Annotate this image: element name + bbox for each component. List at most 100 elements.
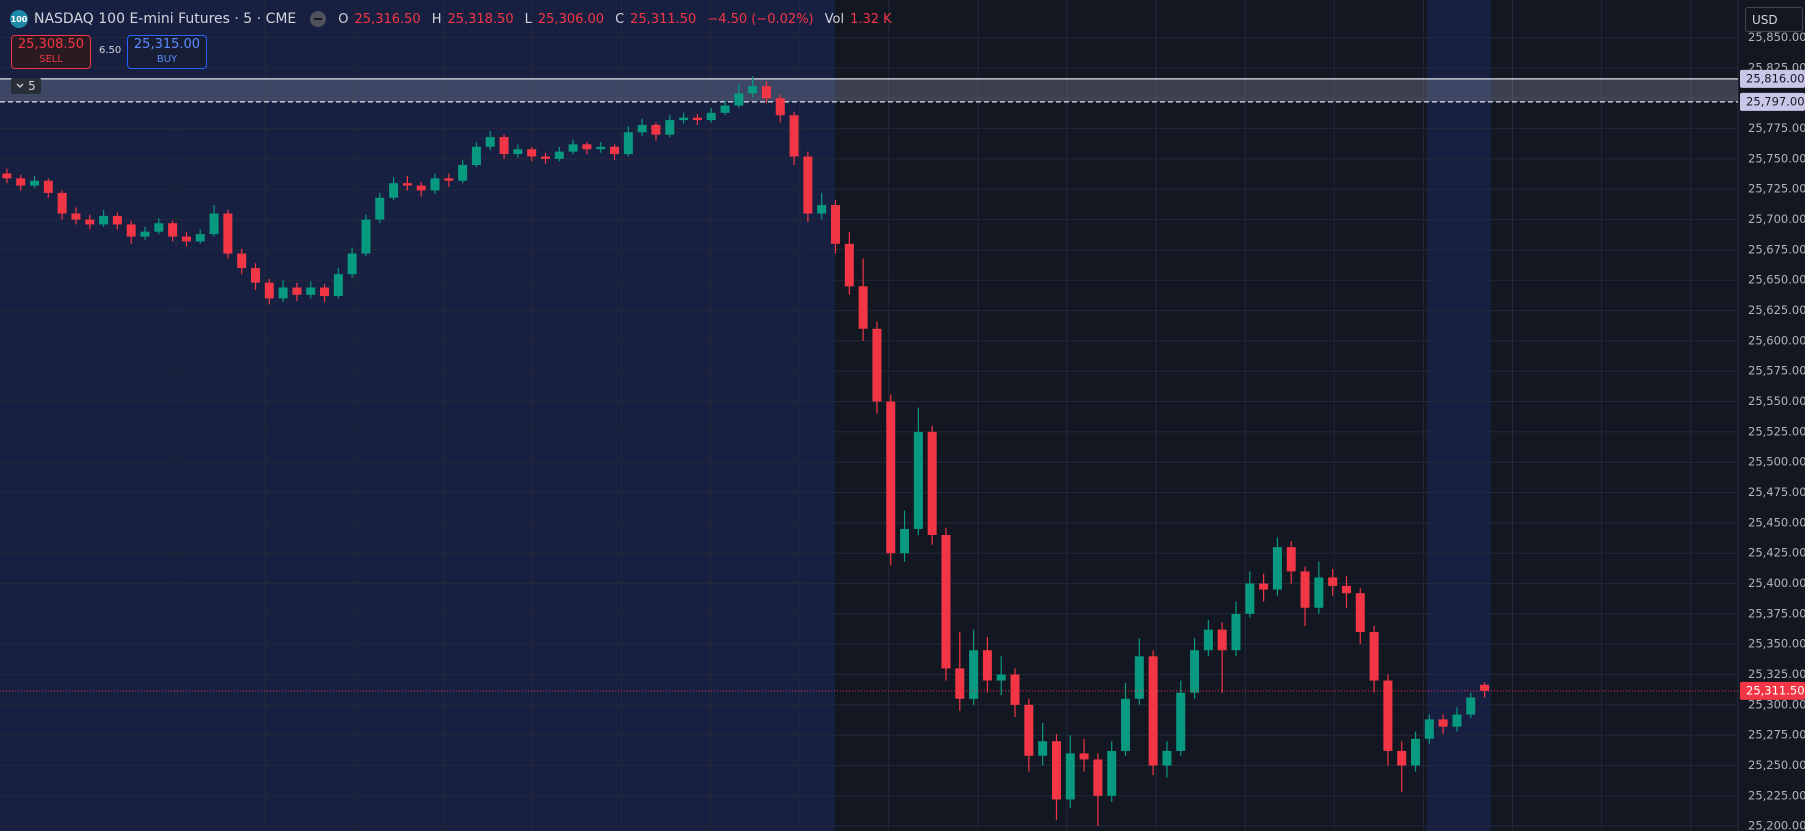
candle-body xyxy=(1314,577,1324,608)
candle-body xyxy=(306,287,316,295)
candle-body xyxy=(154,223,164,232)
chevron xyxy=(16,83,24,88)
candle-body xyxy=(955,668,965,699)
candle-body xyxy=(803,156,813,214)
candle-body xyxy=(1438,719,1448,727)
candle-body xyxy=(471,146,481,165)
candle-body xyxy=(499,137,509,155)
candle-body xyxy=(416,185,426,191)
ohlc-value: 25,306.00 xyxy=(537,11,605,27)
hline-label: 25,797.00 xyxy=(1746,94,1805,108)
collapse-group[interactable]: 5 xyxy=(11,78,41,94)
candle-body xyxy=(444,178,454,181)
candle-body xyxy=(485,137,495,147)
candle-body xyxy=(568,144,578,152)
candle-body xyxy=(1411,738,1421,766)
candle-body xyxy=(665,120,675,135)
candle-body xyxy=(278,287,288,299)
candle-body xyxy=(126,224,136,237)
candle-body xyxy=(30,180,40,186)
candle-body xyxy=(872,328,882,402)
candle-body xyxy=(209,213,219,235)
candle-body xyxy=(540,156,550,159)
y-tick-label: 25,200.00 xyxy=(1748,819,1805,831)
ohlc-value: 25,316.50 xyxy=(354,11,421,27)
candle-body xyxy=(775,98,785,116)
candle-body xyxy=(789,115,799,157)
candle-body xyxy=(1093,759,1103,796)
candle-body xyxy=(706,112,716,121)
y-tick-label: 25,325.00 xyxy=(1748,667,1805,681)
y-tick-label: 25,575.00 xyxy=(1748,364,1805,378)
candle-body xyxy=(1369,632,1379,681)
candle-body xyxy=(2,173,12,179)
candle-body xyxy=(1024,704,1034,756)
candle-body xyxy=(1452,714,1462,727)
candle-body xyxy=(264,282,274,299)
candle-body xyxy=(140,231,150,237)
volume: 1.32 K xyxy=(850,11,892,27)
candle-body xyxy=(16,178,26,186)
candle-body xyxy=(1134,656,1144,699)
candle-body xyxy=(1397,750,1407,766)
candle-body xyxy=(1259,583,1269,590)
y-tick-label: 25,300.00 xyxy=(1748,697,1805,711)
plot xyxy=(0,37,1738,827)
y-tick-label: 25,450.00 xyxy=(1748,515,1805,529)
sell-label: SELL xyxy=(39,54,63,65)
buy-price: 25,315.00 xyxy=(133,37,201,52)
y-tick-label: 25,750.00 xyxy=(1748,151,1805,165)
candle-body xyxy=(375,197,385,220)
candle-body xyxy=(1107,750,1117,796)
candle-body xyxy=(292,287,302,295)
range-band xyxy=(0,78,1738,102)
currency-selector[interactable]: USD xyxy=(1745,7,1803,32)
candle-body xyxy=(320,287,330,297)
candle-body xyxy=(900,528,910,554)
candle-body xyxy=(761,86,771,99)
sell-button[interactable]: 25,308.50 SELL xyxy=(11,35,91,69)
candle-body xyxy=(181,236,191,242)
ohlc-value: 25,318.50 xyxy=(447,11,514,27)
candle-body xyxy=(402,183,412,186)
y-tick-label: 25,525.00 xyxy=(1748,424,1805,438)
y-tick-label: 25,475.00 xyxy=(1748,485,1805,499)
candle-body xyxy=(941,534,951,669)
candle-body xyxy=(969,650,979,699)
candle-body xyxy=(458,164,468,181)
group-label: 5 xyxy=(28,79,36,93)
candle-body xyxy=(1466,697,1476,715)
candle-body xyxy=(817,205,827,214)
candle-body xyxy=(610,146,620,155)
buy-button[interactable]: 25,315.00 BUY xyxy=(127,35,207,69)
candle-body xyxy=(1272,547,1282,590)
candle-body xyxy=(748,86,758,94)
candle-body xyxy=(112,215,122,225)
ohlc-label: L xyxy=(524,11,532,27)
candle-body xyxy=(347,253,357,275)
y-tick-label: 25,425.00 xyxy=(1748,546,1805,560)
candle-body xyxy=(333,274,343,297)
hline-label-bg xyxy=(1740,69,1805,88)
sell-price: 25,308.50 xyxy=(17,37,85,52)
hide-button[interactable] xyxy=(310,11,327,27)
candle-body xyxy=(1079,753,1089,760)
candle-body xyxy=(43,180,53,193)
candle-body xyxy=(637,124,647,133)
y-tick-label: 25,225.00 xyxy=(1748,788,1805,802)
candle-body xyxy=(913,431,923,529)
candle-body xyxy=(1480,684,1490,691)
candle-body xyxy=(679,117,689,121)
candle-body xyxy=(1038,741,1048,756)
candle-body xyxy=(237,253,247,269)
candle-body xyxy=(1051,741,1061,800)
session-shade xyxy=(0,0,835,831)
y-tick-label: 25,650.00 xyxy=(1748,273,1805,287)
candle-body xyxy=(361,219,371,254)
symbol[interactable]: NASDAQ 100 E-mini Futures · 5 · CME xyxy=(34,11,297,27)
candle-body xyxy=(582,144,592,150)
candle-body xyxy=(1217,629,1227,651)
candle-body xyxy=(1245,583,1255,614)
y-tick-label: 25,625.00 xyxy=(1748,303,1805,317)
candle-body xyxy=(1010,674,1020,705)
